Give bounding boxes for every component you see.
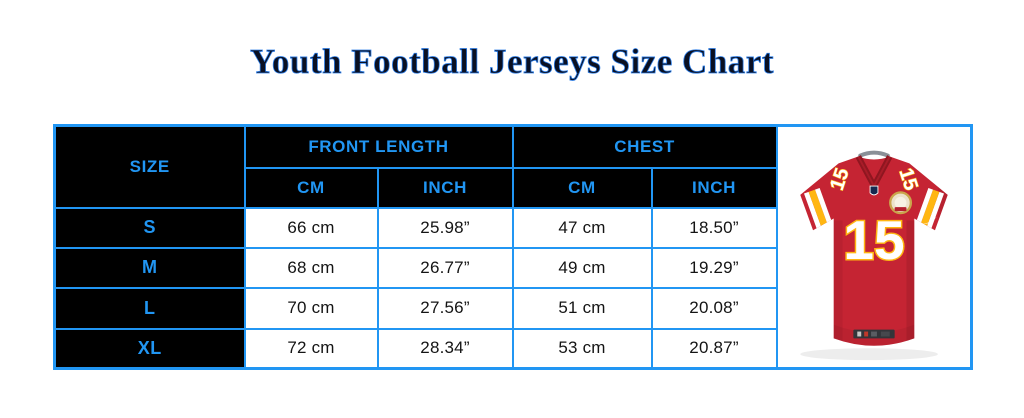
jock-tag [853, 329, 895, 339]
col-header-chest: CHEST [511, 124, 778, 169]
cell-xl-chest-inch: 20.87” [650, 327, 778, 370]
swoosh-icon [913, 216, 937, 224]
cell-l-chest-cm: 51 cm [511, 286, 653, 330]
size-label-m: M [53, 246, 246, 289]
cell-l-chest-inch: 20.08” [650, 286, 778, 330]
col-header-front-length: FRONT LENGTH [243, 124, 514, 169]
cell-l-front-cm: 70 cm [243, 286, 379, 330]
team-patch-icon [888, 191, 912, 215]
subcol-header-front-inch: INCH [376, 166, 514, 209]
size-label-l: L [53, 286, 246, 330]
col-header-size: SIZE [53, 124, 246, 209]
cell-m-front-cm: 68 cm [243, 246, 379, 289]
cell-s-chest-inch: 18.50” [650, 206, 778, 249]
subcol-header-chest-inch: INCH [650, 166, 778, 209]
cell-l-front-inch: 27.56” [376, 286, 514, 330]
cell-xl-chest-cm: 53 cm [511, 327, 653, 370]
chest-number: 15 [843, 209, 904, 271]
cell-s-front-inch: 25.98” [376, 206, 514, 249]
jersey-product-photo: 15 15 15 [775, 124, 973, 370]
cell-m-chest-cm: 49 cm [511, 246, 653, 289]
table-row-xl: XL 72 cm 28.34” 53 cm 20.87” [53, 327, 972, 370]
cell-s-chest-cm: 47 cm [511, 206, 653, 249]
size-label-xl: XL [53, 327, 246, 370]
football-jersey-icon: 15 15 15 [800, 150, 948, 361]
subcol-header-chest-cm: CM [511, 166, 653, 209]
cell-xl-front-cm: 72 cm [243, 327, 379, 370]
cell-m-chest-inch: 19.29” [650, 246, 778, 289]
cell-xl-front-inch: 28.34” [376, 327, 514, 370]
jersey-image: 15 15 15 [779, 130, 970, 364]
table-row-s: S 66 cm 25.98” 47 cm 18.50” [53, 206, 972, 249]
subcol-header-front-cm: CM [243, 166, 379, 209]
nfl-shield-icon [869, 185, 879, 196]
size-label-s: S [53, 206, 246, 249]
table-row-l: L 70 cm 27.56” 51 cm 20.08” [53, 286, 972, 330]
page-title: Youth Football Jerseys Size Chart [250, 42, 774, 82]
table-row-m: M 68 cm 26.77” 49 cm 19.29” [53, 246, 972, 289]
size-chart-table: SIZE FRONT LENGTH CHEST [53, 124, 973, 370]
cell-m-front-inch: 26.77” [376, 246, 514, 289]
cell-s-front-cm: 66 cm [243, 206, 379, 249]
